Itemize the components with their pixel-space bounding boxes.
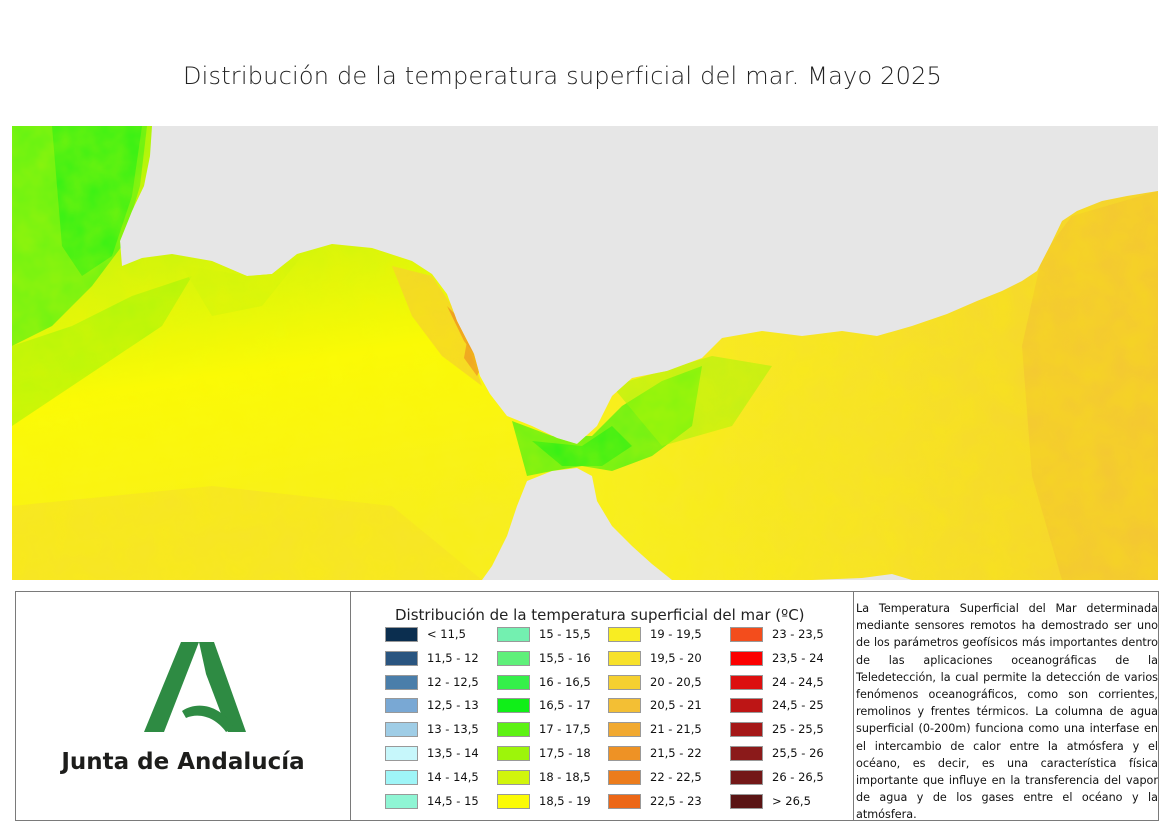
- legend-label: 22 - 22,5: [650, 769, 702, 784]
- legend-swatch: [730, 793, 763, 809]
- legend-swatch: [608, 745, 641, 761]
- legend-title: Distribución de la temperatura superfici…: [395, 606, 805, 624]
- legend: Distribución de la temperatura superfici…: [351, 592, 854, 820]
- legend-label: 23,5 - 24: [772, 650, 824, 665]
- sst-map: [12, 126, 1158, 580]
- legend-swatch: [730, 769, 763, 785]
- legend-label: 22,5 - 23: [650, 793, 702, 808]
- legend-swatch: [608, 650, 641, 666]
- legend-label: 16 - 16,5: [539, 674, 591, 689]
- legend-swatch: [385, 769, 418, 785]
- legend-label: 13 - 13,5: [427, 722, 479, 737]
- legend-swatch: [730, 698, 763, 714]
- legend-label: < 11,5: [427, 627, 466, 641]
- legend-label: 14,5 - 15: [427, 793, 479, 808]
- legend-swatch: [608, 793, 641, 809]
- info-panel: Junta de Andalucía Distribución de la te…: [15, 591, 1159, 821]
- logo-box: Junta de Andalucía: [16, 592, 351, 820]
- legend-swatch: [497, 627, 530, 642]
- legend-swatch: [385, 674, 418, 690]
- legend-label: > 26,5: [772, 793, 811, 808]
- sst-map-canvas: [12, 126, 1158, 580]
- legend-swatch: [730, 722, 763, 738]
- junta-de-andalucia-logo-icon: [144, 642, 246, 732]
- legend-label: 14 - 14,5: [427, 769, 479, 784]
- legend-swatch: [608, 722, 641, 738]
- map-title: Distribución de la temperatura superfici…: [182, 62, 943, 90]
- legend-label: 19,5 - 20: [650, 650, 702, 665]
- legend-label: 12 - 12,5: [427, 674, 479, 689]
- legend-label: 24,5 - 25: [772, 698, 824, 713]
- legend-swatch: [385, 793, 418, 809]
- legend-swatch: [385, 745, 418, 761]
- legend-label: 24 - 24,5: [772, 674, 824, 689]
- legend-swatch: [608, 627, 641, 642]
- legend-label: 16,5 - 17: [539, 698, 591, 713]
- legend-swatch: [497, 769, 530, 785]
- legend-label: 12,5 - 13: [427, 698, 479, 713]
- legend-swatch: [497, 698, 530, 714]
- legend-swatch: [385, 722, 418, 738]
- legend-swatch: [385, 698, 418, 714]
- legend-swatch: [608, 769, 641, 785]
- legend-label: 20,5 - 21: [650, 698, 702, 713]
- legend-swatch: [385, 650, 418, 666]
- legend-swatch: [497, 650, 530, 666]
- legend-label: 21,5 - 22: [650, 745, 702, 760]
- legend-label: 15 - 15,5: [539, 627, 591, 641]
- legend-label: 25,5 - 26: [772, 745, 824, 760]
- logo-text: Junta de Andalucía: [61, 749, 305, 775]
- description-text: La Temperatura Superficial del Mar deter…: [856, 602, 1158, 822]
- legend-swatch: [497, 793, 530, 809]
- legend-label: 11,5 - 12: [427, 650, 479, 665]
- legend-label: 20 - 20,5: [650, 674, 702, 689]
- legend-label: 15,5 - 16: [539, 650, 591, 665]
- legend-label: 13,5 - 14: [427, 745, 479, 760]
- legend-swatch: [385, 627, 418, 642]
- legend-label: 19 - 19,5: [650, 627, 702, 641]
- legend-swatch: [497, 722, 530, 738]
- legend-swatch: [730, 627, 763, 642]
- legend-label: 17,5 - 18: [539, 745, 591, 760]
- legend-label: 25 - 25,5: [772, 722, 824, 737]
- legend-label: 26 - 26,5: [772, 769, 824, 784]
- legend-swatch: [730, 745, 763, 761]
- legend-swatch: [497, 674, 530, 690]
- legend-swatch: [497, 745, 530, 761]
- legend-label: 21 - 21,5: [650, 722, 702, 737]
- legend-swatch: [608, 674, 641, 690]
- legend-label: 18,5 - 19: [539, 793, 591, 808]
- legend-swatch: [730, 674, 763, 690]
- legend-swatch: [730, 650, 763, 666]
- legend-swatch: [608, 698, 641, 714]
- legend-label: 18 - 18,5: [539, 769, 591, 784]
- legend-label: 17 - 17,5: [539, 722, 591, 737]
- legend-label: 23 - 23,5: [772, 627, 824, 641]
